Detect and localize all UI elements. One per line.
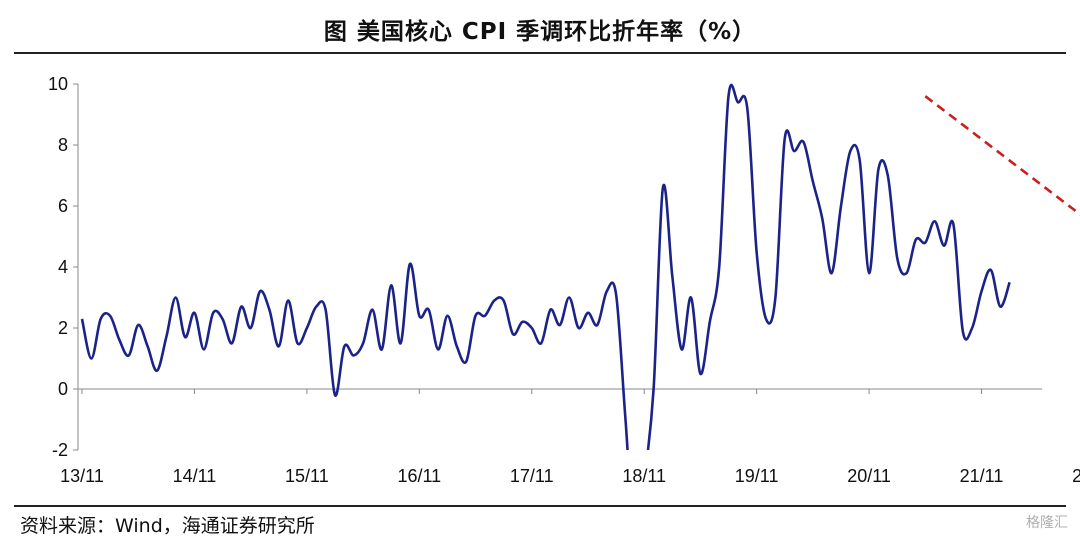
x-tick-label: 18/11 [622,466,666,486]
x-tick-label: 15/11 [285,466,329,486]
source-rule [14,505,1066,507]
x-tick-label: 19/11 [735,466,779,486]
cpi-line-chart: -2 0 2 4 6 8 10 13/11 14/11 15/11 16/11 17/11 18/11 1… [48,74,1080,486]
tick-labels: -2 0 2 4 6 8 10 13/11 14/11 15/11 16/11 17/11 18/11 1… [48,74,1080,486]
y-tick-label: 2 [58,318,68,338]
plot-area [80,83,1080,450]
y-tick-label: 6 [58,196,68,216]
x-tick-label: 20/11 [847,466,891,486]
x-tick-label: 13/11 [60,466,104,486]
x-tick-label: 17/11 [510,466,554,486]
y-tick-label: -2 [52,440,68,460]
chart-title: 图 美国核心 CPI 季调环比折年率（%） [323,19,757,45]
trend-arrow [924,95,1080,216]
watermark-logo: 格隆汇 [1026,515,1068,531]
x-tick-label: 22/11 [1072,466,1080,486]
y-tick-label: 10 [48,74,68,94]
x-tick-label: 21/11 [960,466,1004,486]
y-tick-label: 4 [58,257,68,277]
y-tick-label: 8 [58,135,68,155]
x-tick-label: 16/11 [397,466,441,486]
title-rule [14,52,1066,54]
source-note: 资料来源：Wind，海通证券研究所 [20,515,315,537]
x-tick-label: 14/11 [173,466,217,486]
y-tick-label: 0 [58,379,68,399]
axes [73,83,1042,451]
series-line-core-cpi [80,83,1011,450]
